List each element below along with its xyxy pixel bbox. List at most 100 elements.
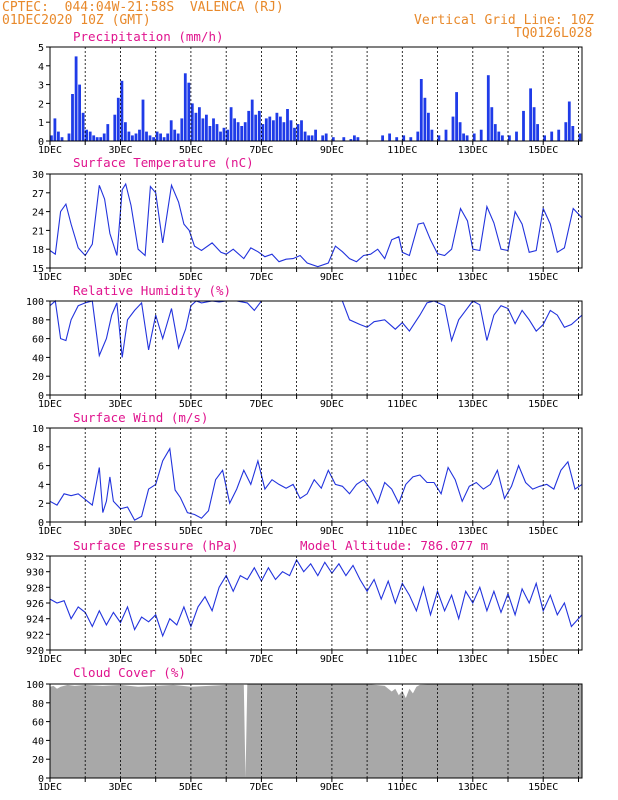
precip-bar <box>159 133 162 141</box>
precip-bar <box>138 129 141 141</box>
precip-frame <box>49 46 583 142</box>
precip-bar <box>381 135 384 141</box>
pres-y-tick-label: 930 <box>26 568 44 579</box>
precip-y-tick-label: 4 <box>38 62 44 73</box>
pres-x-tick-label: 11DEC <box>387 654 417 665</box>
precip-bar <box>145 131 148 141</box>
temp-y-tick-label: 27 <box>32 189 44 200</box>
precip-bar <box>296 124 300 141</box>
pres-x-tick-label: 15DEC <box>528 654 558 665</box>
temp-x-tick-label: 11DEC <box>387 272 417 283</box>
rh-line <box>49 299 583 358</box>
rh-x-tick-label: 7DEC <box>249 399 273 410</box>
pres-x-tick-label: 1DEC <box>38 654 62 665</box>
wind-x-tick-label: 3DEC <box>108 526 132 537</box>
precip-bar <box>293 127 296 141</box>
temp-x-tick-label: 9DEC <box>320 272 344 283</box>
precip-bar <box>205 114 208 141</box>
temp-y-tick-label: 21 <box>32 226 44 237</box>
precip-bar <box>451 116 455 141</box>
precip-bar <box>279 116 282 141</box>
precip-bar <box>310 135 314 141</box>
rh-y-tick-label: 100 <box>26 297 44 308</box>
precip-bar <box>134 133 138 141</box>
cloud-x-tick-label: 15DEC <box>528 782 558 793</box>
precip-bar <box>236 122 240 141</box>
precip-bar <box>233 118 236 141</box>
precip-bar <box>314 129 317 141</box>
precip-bar <box>282 122 286 141</box>
precip-bar <box>557 129 561 141</box>
precip-bar <box>247 110 251 141</box>
precip-bar <box>60 137 64 141</box>
grid-line-note: Vertical Grid Line: 10Z <box>414 13 595 28</box>
precip-bar <box>120 80 124 141</box>
pres-y-tick-label: 924 <box>26 615 44 626</box>
cloud-y-tick-label: 100 <box>26 680 44 691</box>
precip-bar <box>286 109 289 141</box>
cloud-y-tick-label: 60 <box>32 718 44 729</box>
rh-title: Relative Humidity (%) <box>73 283 232 298</box>
precip-bar <box>201 118 205 141</box>
rh-y-tick-label: 60 <box>32 335 44 346</box>
cloud-area <box>50 684 582 778</box>
precip-y-tick-label: 3 <box>38 81 44 92</box>
precip-bar <box>198 107 201 141</box>
pressure-title: Surface Pressure (hPa) <box>73 538 239 553</box>
precip-bar <box>116 97 120 141</box>
pres-y-tick-label: 922 <box>26 630 44 641</box>
precip-x-tick-label: 1DEC <box>38 145 62 156</box>
precip-bar <box>152 137 155 141</box>
precip-bar <box>571 126 575 141</box>
precip-bar <box>173 129 177 141</box>
pres-x-tick-label: 13DEC <box>458 654 488 665</box>
precip-bar <box>222 127 226 141</box>
precip-bar <box>166 133 170 141</box>
cloud-x-tick-label: 3DEC <box>108 782 132 793</box>
precip-bar <box>458 122 462 141</box>
rh-x-tick-label: 1DEC <box>38 399 62 410</box>
precip-bar <box>402 135 406 141</box>
precip-bar <box>226 129 229 141</box>
wind-x-tick-label: 15DEC <box>528 526 558 537</box>
model-id: TQ0126L028 <box>514 26 593 41</box>
precip-bar <box>180 118 184 141</box>
precip-bar <box>229 107 233 141</box>
precip-bar <box>88 131 92 141</box>
pres-frame <box>49 555 583 651</box>
cloud-x-tick-label: 13DEC <box>458 782 488 793</box>
precip-bar <box>268 116 272 141</box>
wind-frame <box>49 427 583 523</box>
precip-bar <box>472 133 476 141</box>
cloud-y-tick-label: 0 <box>38 774 44 785</box>
precip-x-tick-label: 5DEC <box>179 145 203 156</box>
precip-bar <box>536 124 539 141</box>
precip-bar <box>148 135 152 141</box>
temp-frame <box>49 173 583 269</box>
precip-bar <box>272 120 275 141</box>
cloud-frame <box>49 683 583 779</box>
precip-y-tick-label: 5 <box>38 43 44 54</box>
precip-bar <box>437 135 441 141</box>
wind-x-tick-label: 13DEC <box>458 526 488 537</box>
precip-bar <box>162 137 166 141</box>
precip-bar <box>493 124 497 141</box>
precip-bar <box>543 135 546 141</box>
run-time-header: 01DEC2020 10Z (GMT) <box>2 13 151 28</box>
rh-x-tick-label: 15DEC <box>528 399 558 410</box>
precip-bar <box>254 114 258 141</box>
precip-bar <box>169 120 173 141</box>
precip-bar <box>395 137 399 141</box>
temp-y-tick-label: 24 <box>32 208 44 219</box>
precip-bar <box>215 124 219 141</box>
precip-bar <box>307 135 310 141</box>
cloud-y-tick-label: 40 <box>32 736 44 747</box>
precip-bar <box>106 124 110 141</box>
precip-bar <box>81 112 85 141</box>
wind-x-tick-label: 9DEC <box>320 526 344 537</box>
pres-x-tick-label: 7DEC <box>249 654 273 665</box>
wind-title: Surface Wind (m/s) <box>73 410 209 425</box>
precip-bar <box>455 92 458 141</box>
station-header: CPTEC: 044:04W-21:58S VALENCA (RJ) <box>2 0 284 15</box>
